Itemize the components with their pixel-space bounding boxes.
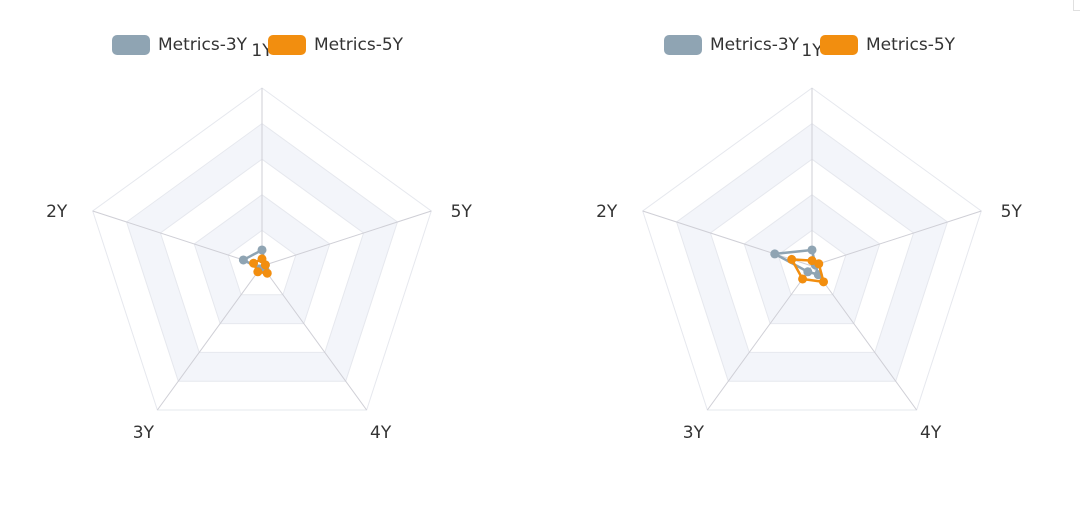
axis-label-1Y: 1Y [801,41,823,61]
axis-label-5Y: 5Y [451,202,473,222]
data-point-Metrics-5Y-5Y [260,260,270,270]
axis-line-4Y [261,265,368,411]
data-point-Metrics-5Y-2Y [787,254,797,264]
legend-swatch-Metrics-5Y [820,35,858,55]
corner-mark [1073,0,1080,11]
data-point-Metrics-5Y-3Y [798,274,808,284]
axis-label-2Y: 2Y [596,202,618,222]
data-point-Metrics-5Y-3Y [253,267,263,277]
axis-label-1Y: 1Y [251,41,273,61]
legend-label-Metrics-5Y: Metrics-5Y [866,35,956,55]
data-point-Metrics-5Y-4Y [819,277,829,287]
axis-label-2Y: 2Y [46,202,68,222]
data-point-Metrics-5Y-5Y [814,259,824,269]
axis-label-3Y: 3Y [683,423,705,443]
axis-line-5Y [261,210,432,267]
legend-swatch-Metrics-3Y [112,35,150,55]
data-point-Metrics-3Y-3Y [803,267,813,277]
data-point-Metrics-5Y-1Y [807,256,817,266]
axis-line-5Y [811,210,982,267]
legend-label-Metrics-3Y: Metrics-3Y [158,35,248,55]
axis-line-2Y [92,210,263,267]
axis-line-4Y [811,265,918,411]
axis-label-4Y: 4Y [920,423,942,443]
legend-label-Metrics-5Y: Metrics-5Y [314,35,404,55]
axis-line-2Y [642,210,813,267]
legend-swatch-Metrics-3Y [664,35,702,55]
data-point-Metrics-3Y-2Y [238,255,248,265]
radar-chart-right: 1Y 5Y 4Y 3Y 2Y Metrics-3Y Metrics-5Y [596,35,1023,443]
axis-line-3Y [156,265,263,411]
data-point-Metrics-3Y-1Y [257,245,267,255]
axis-line-3Y [706,265,813,411]
data-point-Metrics-5Y-4Y [262,268,272,278]
radar-chart-left: 1Y 5Y 4Y 3Y 2Y Metrics-3Y Metrics-5Y [46,35,473,443]
legend-label-Metrics-3Y: Metrics-3Y [710,35,800,55]
legend-swatch-Metrics-5Y [268,35,306,55]
axis-label-5Y: 5Y [1001,202,1023,222]
data-point-Metrics-5Y-2Y [249,258,259,268]
data-point-Metrics-3Y-2Y [770,249,780,259]
data-point-Metrics-3Y-1Y [807,245,817,255]
axis-label-4Y: 4Y [370,423,392,443]
axis-label-3Y: 3Y [133,423,155,443]
